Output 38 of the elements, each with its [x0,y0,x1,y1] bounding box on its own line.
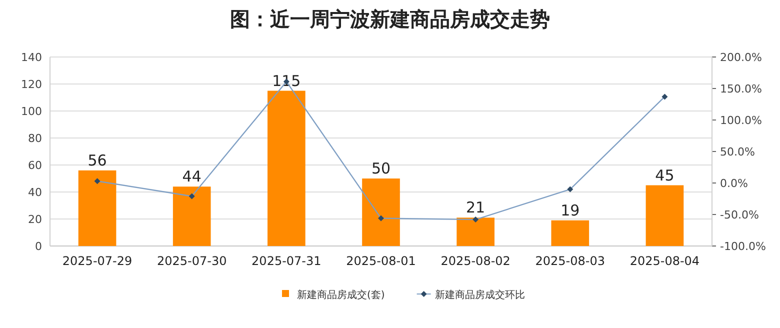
data-label: 56 [88,151,107,170]
y2-tick-label: 100.0% [720,114,762,127]
x-tick-label: 2025-08-01 [346,254,416,268]
data-label: 44 [182,168,202,186]
y-tick-label: 100 [21,105,42,118]
x-tick-label: 2025-07-31 [252,254,322,268]
bar [172,186,211,246]
bar [268,90,306,246]
bar [362,178,400,246]
chart-title: 图：近一周宁波新建商品房成交走势 [230,7,550,31]
legend-label: 新建商品房成交环比 [434,289,525,301]
y2-tick-label: -50.0% [720,208,759,222]
data-label: 45 [655,166,674,184]
y2-tick-label: 200.0% [720,51,762,64]
bar [646,185,684,246]
y-tick-label: 80 [28,132,42,145]
y2-tick-label: 0.0% [720,177,748,190]
bar [456,218,494,246]
data-label: 50 [371,160,391,178]
legend-label: 新建商品房成交(套) [297,289,385,301]
y-tick-label: 40 [28,186,42,199]
x-tick-label: 2025-07-29 [62,254,132,268]
x-tick-label: 2025-08-04 [630,254,700,268]
y-tick-label: 120 [21,78,42,91]
y2-tick-label: 50.0% [720,146,755,158]
y-tick-label: 0 [35,240,42,253]
y-tick-label: 140 [21,51,42,64]
y2-tick-label: 150.0% [720,82,762,96]
x-tick-label: 2025-08-03 [535,254,606,268]
bar [78,170,116,246]
data-label: 21 [466,198,486,217]
y-tick-label: 60 [28,159,42,172]
x-tick-label: 2025-08-02 [440,254,510,268]
bar [551,220,590,246]
y-tick-label: 20 [28,213,42,226]
y2-tick-label: -100.0% [720,240,766,253]
data-label: 19 [560,201,580,220]
x-tick-label: 2025-07-30 [156,254,227,268]
